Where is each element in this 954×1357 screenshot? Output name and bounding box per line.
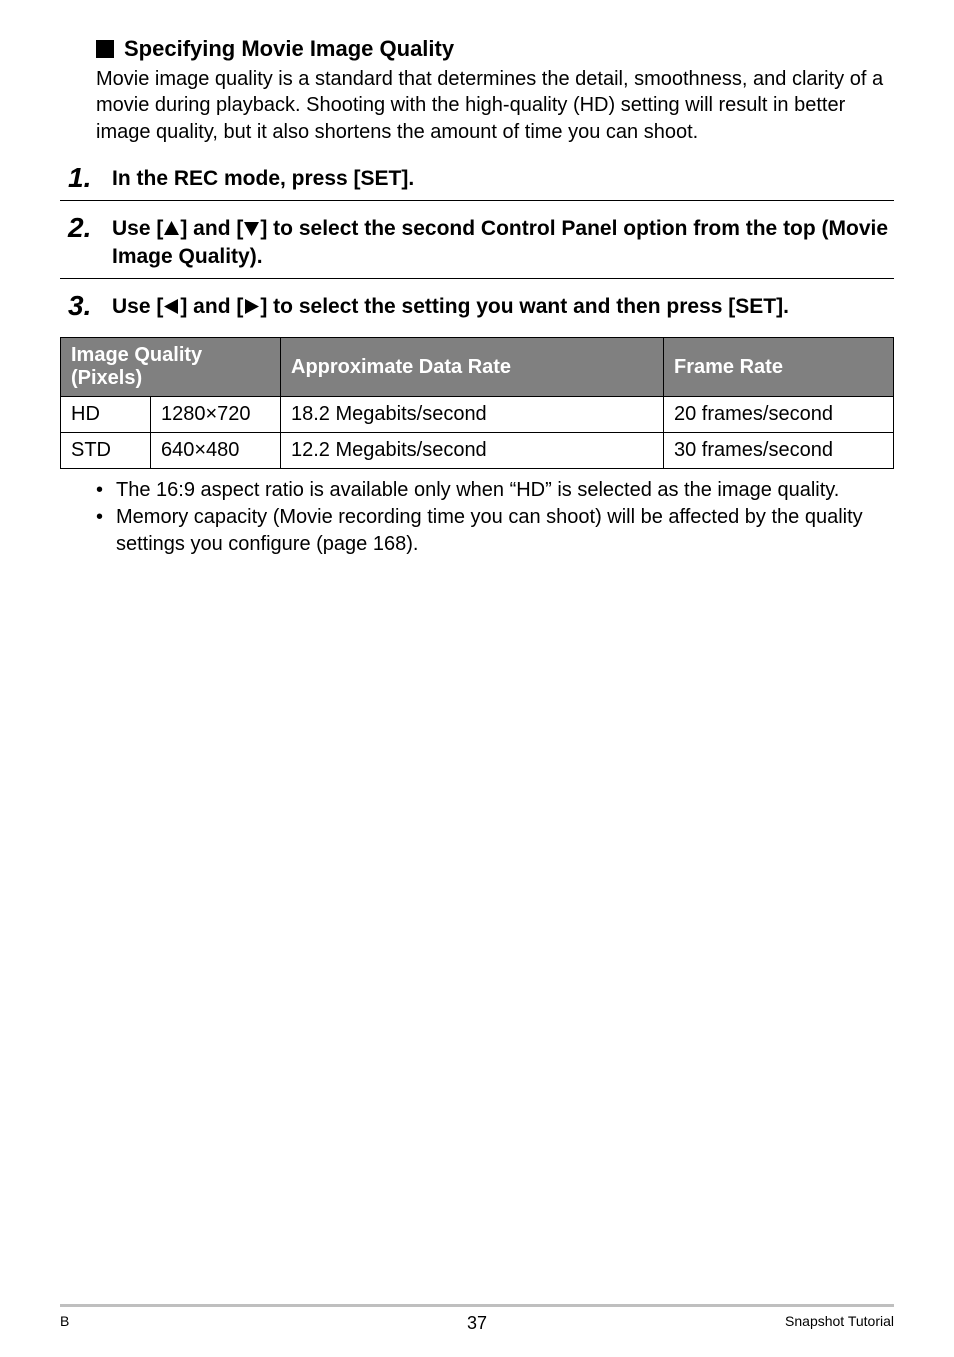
cell-pixels: 1280×720 <box>151 397 281 433</box>
down-arrow-icon <box>243 220 260 237</box>
step2-mid1: ] and [ <box>180 217 243 240</box>
step-text: In the REC mode, press [SET]. <box>112 163 414 193</box>
step-text: Use [] and [] to select the second Contr… <box>112 213 894 272</box>
left-arrow-icon <box>163 298 180 315</box>
step2-pre: Use [ <box>112 217 163 240</box>
th-data-rate: Approximate Data Rate <box>281 338 664 397</box>
table-header-row: Image Quality (Pixels) Approximate Data … <box>61 338 894 397</box>
cell-pixels: 640×480 <box>151 433 281 469</box>
step-1: 1. In the REC mode, press [SET]. <box>60 163 894 201</box>
intro-paragraph: Movie image quality is a standard that d… <box>96 66 894 145</box>
list-item: • The 16:9 aspect ratio is available onl… <box>96 477 894 504</box>
step3-mid2: ] to select the setting you want and the… <box>260 295 789 318</box>
page: Specifying Movie Image Quality Movie ima… <box>0 0 954 1357</box>
bullet-icon: • <box>96 504 116 558</box>
cell-name: STD <box>61 433 151 469</box>
step-number: 1. <box>60 163 112 194</box>
step-3: 3. Use [ ] and [ ] to select the setting y… <box>60 291 894 322</box>
page-number: 37 <box>60 1313 894 1334</box>
footer-rule <box>60 1304 894 1307</box>
cell-framerate: 20 frames/second <box>664 397 894 433</box>
th-image-quality: Image Quality (Pixels) <box>61 338 281 397</box>
step3-mid1: ] and [ <box>180 295 243 318</box>
bullet-text: The 16:9 aspect ratio is available only … <box>116 477 839 504</box>
step3-pre: Use [ <box>112 295 163 318</box>
right-arrow-icon <box>243 298 260 315</box>
square-bullet-icon <box>96 40 114 58</box>
section-title: Specifying Movie Image Quality <box>124 36 454 62</box>
cell-datarate: 12.2 Megabits/second <box>281 433 664 469</box>
image-quality-table: Image Quality (Pixels) Approximate Data … <box>60 337 894 469</box>
th-frame-rate: Frame Rate <box>664 338 894 397</box>
step-number: 3. <box>60 291 112 322</box>
step-2: 2. Use [] and [] to select the second Co… <box>60 213 894 279</box>
cell-datarate: 18.2 Megabits/second <box>281 397 664 433</box>
bullet-text: Memory capacity (Movie recording time yo… <box>116 504 894 558</box>
notes-list: • The 16:9 aspect ratio is available onl… <box>96 477 894 558</box>
section-heading: Specifying Movie Image Quality <box>96 36 894 62</box>
list-item: • Memory capacity (Movie recording time … <box>96 504 894 558</box>
table-row: STD 640×480 12.2 Megabits/second 30 fram… <box>61 433 894 469</box>
step-number: 2. <box>60 213 112 244</box>
page-footer: B 37 Snapshot Tutorial <box>60 1304 894 1329</box>
table-row: HD 1280×720 18.2 Megabits/second 20 fram… <box>61 397 894 433</box>
bullet-icon: • <box>96 477 116 504</box>
step-text: Use [ ] and [ ] to select the setting you … <box>112 291 789 321</box>
table-body: HD 1280×720 18.2 Megabits/second 20 fram… <box>61 397 894 469</box>
cell-name: HD <box>61 397 151 433</box>
up-arrow-icon <box>163 220 180 237</box>
cell-framerate: 30 frames/second <box>664 433 894 469</box>
